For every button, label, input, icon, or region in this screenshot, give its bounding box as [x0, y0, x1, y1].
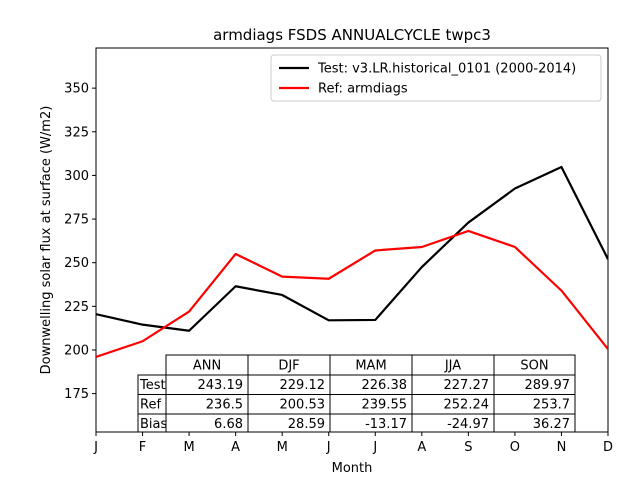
table-cell: [493, 413, 576, 433]
chart-title: armdiags FSDS ANNUALCYCLE twpc3: [213, 26, 491, 44]
table-cell-value: 229.12: [280, 378, 326, 393]
y-axis-label: Downwelling solar flux at surface (W/m2): [39, 106, 54, 375]
stats-table: ANN DJF MAM JJA SON Test 243.19 229.12 226.38 227…: [137, 354, 576, 433]
x-tick-label: J: [93, 440, 98, 455]
x-tick-label: N: [557, 440, 567, 455]
x-tick-label: M: [277, 440, 288, 455]
table-cell-value: 226.38: [362, 378, 408, 393]
series-line-ref: [96, 229, 608, 358]
y-tick-label: 200: [64, 343, 89, 358]
table-cell-value: 252.24: [444, 398, 490, 413]
table-header-label: JJA: [444, 359, 461, 374]
table-cell-value: 236.5: [206, 398, 243, 413]
y-tick-label: 325: [64, 125, 89, 140]
y-tick-label: 250: [64, 256, 89, 271]
table-cell-value: 289.97: [525, 378, 571, 393]
x-axis-label: Month: [332, 461, 373, 476]
y-tick-label: 175: [64, 387, 89, 402]
table-cell-value: -24.97: [447, 417, 489, 432]
table-cell-value: 227.27: [444, 378, 490, 393]
table-cell-value: 36.27: [533, 417, 570, 432]
y-tick-label: 275: [64, 213, 89, 228]
x-tick-label: J: [326, 440, 331, 455]
series-layer: [96, 165, 608, 358]
x-tick-label: A: [231, 440, 240, 455]
x-tick-label: M: [183, 440, 194, 455]
y-tick-label: 225: [64, 300, 89, 315]
series-line-test: [96, 165, 608, 332]
table-row-label: Test: [139, 378, 166, 393]
table-header-label: DJF: [278, 359, 299, 374]
table-cell-value: 28.59: [288, 417, 325, 432]
x-tick-label: D: [603, 440, 613, 455]
table-cell-value: 6.68: [214, 417, 243, 432]
table-cell-value: 239.55: [362, 398, 408, 413]
table-cell-value: 253.7: [533, 398, 570, 413]
table-row-label: Ref: [140, 398, 161, 413]
legend-label: Ref: armdiags: [318, 82, 408, 97]
y-tick-label: 300: [64, 169, 89, 184]
x-tick-label: A: [417, 440, 426, 455]
table-cell-value: 243.19: [198, 378, 244, 393]
legend-box: [270, 54, 602, 102]
table-cell-value: 200.53: [280, 398, 326, 413]
x-tick-label: J: [372, 440, 377, 455]
legend-label: Test: v3.LR.historical_0101 (2000-2014): [317, 62, 576, 77]
table-header-label: SON: [520, 359, 548, 374]
x-tick-label: F: [139, 440, 146, 455]
table-header-label: MAM: [355, 359, 386, 374]
x-tick-label: O: [510, 440, 520, 455]
plot-area: ANN DJF MAM JJA SON Test 243.19 229.12 226.38 227…: [95, 47, 609, 433]
y-axis: 175 200 225 250 275 300 325 350: [64, 82, 96, 402]
table-cell-value: -13.17: [365, 417, 407, 432]
table-header-label: ANN: [193, 359, 221, 374]
legend: Test: v3.LR.historical_0101 (2000-2014) R…: [270, 54, 602, 102]
y-tick-label: 350: [64, 82, 89, 97]
x-tick-label: S: [464, 440, 472, 455]
table-row-label: Bias: [140, 417, 167, 432]
